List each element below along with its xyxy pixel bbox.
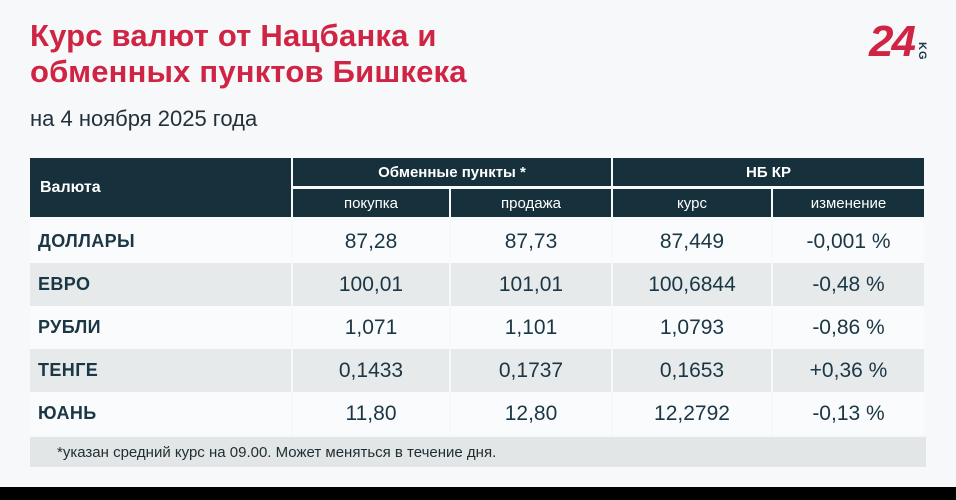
brand-logo-24kg: 24 KG xyxy=(869,20,928,64)
rate-value: 12,2792 xyxy=(613,392,771,435)
date-subtitle: на 4 ноября 2025 года xyxy=(30,106,258,131)
sell-value: 0,1737 xyxy=(451,349,611,392)
sell-value: 1,101 xyxy=(451,306,611,349)
buy-value: 87,28 xyxy=(293,220,449,263)
currency-name: ЮАНЬ xyxy=(30,392,291,435)
rate-value: 87,449 xyxy=(613,220,771,263)
logo-kg-suffix: KG xyxy=(916,42,928,61)
currency-name: РУБЛИ xyxy=(30,306,291,349)
change-value: -0,001 % xyxy=(773,220,924,263)
page-title-line2: обменных пунктов Бишкека xyxy=(30,54,467,89)
header-cell-change: изменение xyxy=(773,189,924,217)
header-cell-buy: покупка xyxy=(293,189,449,217)
table-body: ДОЛЛАРЫ 87,28 87,73 87,449 -0,001 % ЕВРО… xyxy=(30,220,926,435)
currency-name: ТЕНГЕ xyxy=(30,349,291,392)
currency-name: ЕВРО xyxy=(30,263,291,306)
logo-24-mark: 24 xyxy=(869,17,916,66)
rate-value: 1,0793 xyxy=(613,306,771,349)
buy-value: 0,1433 xyxy=(293,349,449,392)
table-header: Валюта Обменные пункты * НБ КР покупка п… xyxy=(30,158,926,217)
currency-rates-table: Валюта Обменные пункты * НБ КР покупка п… xyxy=(30,158,926,435)
header-cell-sell: продажа xyxy=(451,189,611,217)
header-cell-currency: Валюта xyxy=(30,158,291,217)
bottom-black-bar xyxy=(0,487,956,500)
page-title: Курс валют от Нацбанка и обменных пункто… xyxy=(30,18,926,90)
buy-value: 100,01 xyxy=(293,263,449,306)
sell-value: 87,73 xyxy=(451,220,611,263)
change-value: -0,13 % xyxy=(773,392,924,435)
rate-value: 0,1653 xyxy=(613,349,771,392)
change-value: -0,48 % xyxy=(773,263,924,306)
footnote-bar: *указан средний курс на 09.00. Может мен… xyxy=(30,437,926,467)
sell-value: 12,80 xyxy=(451,392,611,435)
rate-value: 100,6844 xyxy=(613,263,771,306)
change-value: -0,86 % xyxy=(773,306,924,349)
buy-value: 1,071 xyxy=(293,306,449,349)
header-group-national-bank: НБ КР xyxy=(613,158,924,186)
sell-value: 101,01 xyxy=(451,263,611,306)
header-cell-rate: курс xyxy=(613,189,771,217)
change-value: +0,36 % xyxy=(773,349,924,392)
currency-name: ДОЛЛАРЫ xyxy=(30,220,291,263)
page-title-line1: Курс валют от Нацбанка и xyxy=(30,18,437,53)
buy-value: 11,80 xyxy=(293,392,449,435)
header-group-exchange-offices: Обменные пункты * xyxy=(293,158,611,186)
